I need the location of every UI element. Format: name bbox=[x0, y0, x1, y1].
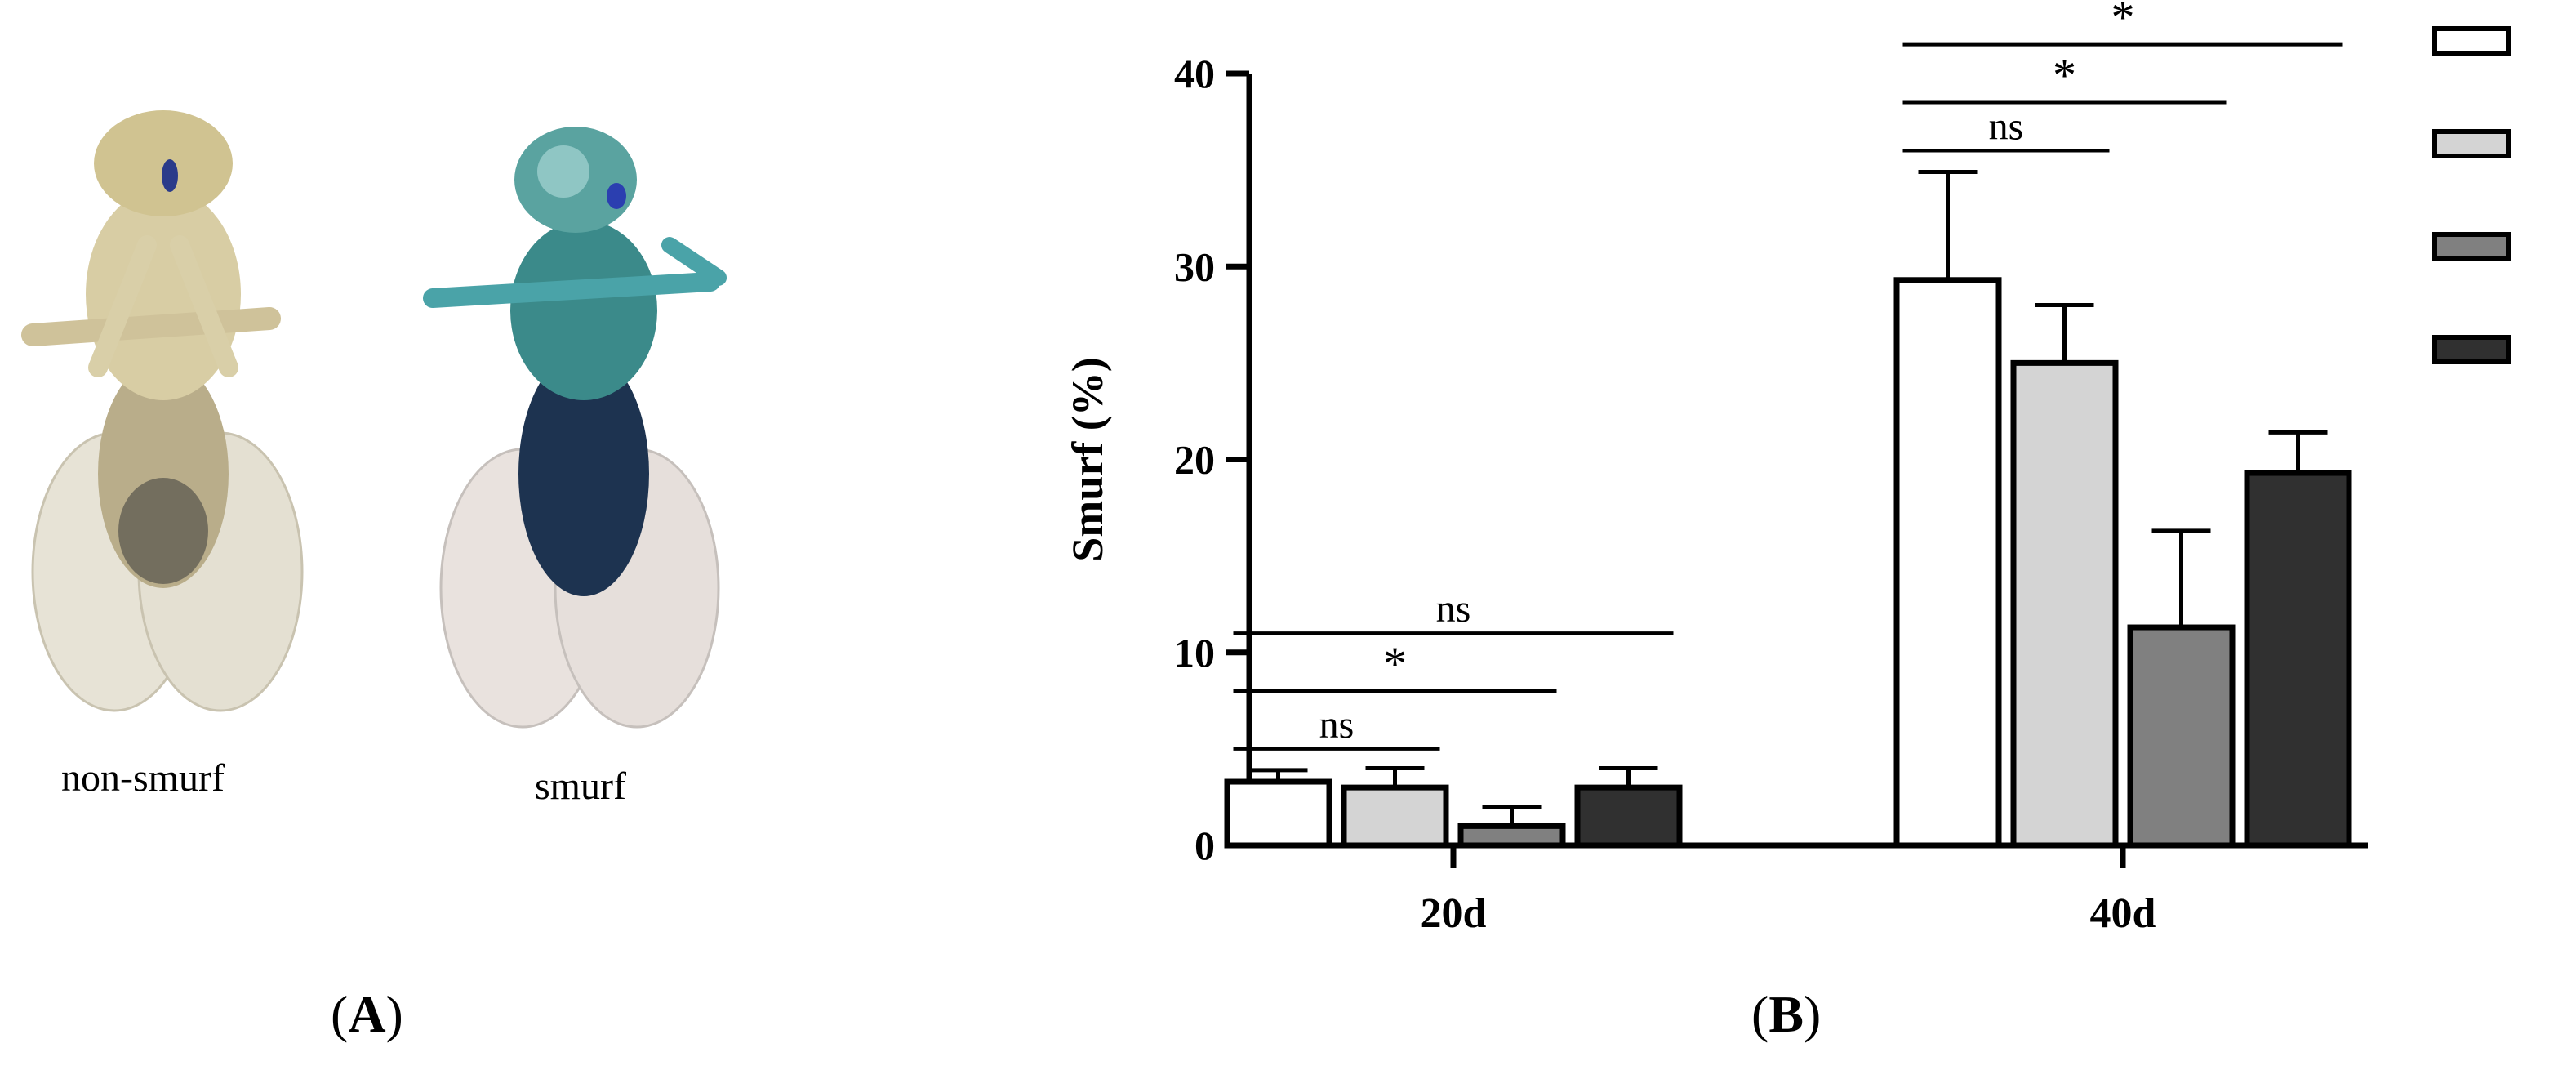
x-tick-label: 20d bbox=[1421, 890, 1487, 937]
y-tick-label: 30 bbox=[1174, 243, 1215, 289]
panel-label-a: (A) bbox=[331, 985, 403, 1043]
significance-label: * bbox=[1383, 637, 1407, 690]
significance-label: * bbox=[2053, 48, 2076, 101]
y-tick-label: 0 bbox=[1195, 823, 1215, 868]
panel-label-b: (B) bbox=[1751, 985, 1822, 1043]
significance-label: ns bbox=[1436, 587, 1471, 631]
caption-smurf: smurf bbox=[535, 765, 626, 808]
bar bbox=[1574, 784, 1683, 849]
bar bbox=[1893, 277, 2002, 849]
legend-swatch bbox=[2432, 129, 2511, 158]
bar bbox=[1457, 823, 1566, 849]
x-tick-label: 40d bbox=[2090, 890, 2156, 937]
y-tick-label: 20 bbox=[1174, 437, 1215, 483]
legend-swatch bbox=[2432, 26, 2511, 56]
significance-label: * bbox=[2111, 0, 2135, 44]
significance-label: ns bbox=[1319, 703, 1355, 747]
legend-swatch bbox=[2432, 232, 2511, 261]
bar bbox=[2127, 624, 2236, 849]
bar bbox=[1224, 778, 1332, 849]
y-tick-label: 10 bbox=[1174, 630, 1215, 675]
y-tick-label: 40 bbox=[1174, 51, 1215, 96]
bar bbox=[2244, 470, 2352, 849]
fly-photos bbox=[21, 110, 727, 729]
bar bbox=[1341, 784, 1449, 849]
panel-b: 0 10 20 30 40 Smurf (%) 20d 40d ns * ns ns * * (B) bbox=[963, 0, 2576, 1075]
fly-photo-smurf bbox=[423, 127, 727, 729]
legend-swatch bbox=[2432, 335, 2511, 364]
bar-chart: 0 10 20 30 40 Smurf (%) 20d 40d ns * ns ns * * bbox=[1063, 0, 2511, 937]
panel-a: non-smurf smurf (A) bbox=[0, 0, 816, 1075]
y-axis-label: Smurf (%) bbox=[1063, 357, 1112, 561]
bar bbox=[2010, 359, 2119, 849]
fly-photo-non-smurf bbox=[21, 110, 304, 712]
caption-non-smurf: non-smurf bbox=[61, 756, 225, 800]
significance-label: ns bbox=[1989, 105, 2024, 149]
